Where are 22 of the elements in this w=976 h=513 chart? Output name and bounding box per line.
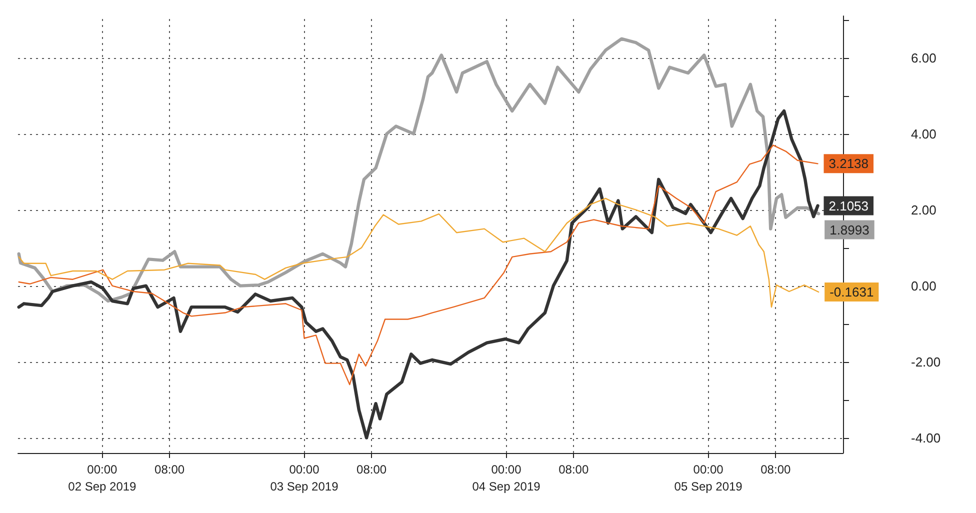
x-tick-label: 00:00 04 Sep 2019	[472, 462, 541, 494]
line-series	[17, 109, 820, 440]
x-tick-label: 08:00	[154, 462, 185, 476]
x-tick-label: 08:00	[760, 462, 791, 476]
y-tick-label: 6.00	[911, 50, 936, 66]
x-tick-label: 00:00 02 Sep 2019	[68, 462, 137, 494]
line-series	[18, 198, 820, 308]
data-label: 2.1053	[828, 198, 869, 214]
y-tick-label: 4.00	[911, 126, 936, 142]
line-series	[17, 37, 820, 303]
x-tick-label: 08:00	[558, 462, 589, 476]
y-tick-label: -2.00	[911, 354, 941, 370]
x-tick-label: 08:00	[356, 462, 387, 476]
x-tick-label: 00:00 03 Sep 2019	[270, 462, 339, 494]
line-series	[18, 144, 818, 386]
y-tick-label: 2.00	[911, 202, 936, 218]
data-label: -0.1631	[830, 284, 874, 300]
data-label: 3.2138	[828, 156, 869, 172]
x-tick-label: 00:00 05 Sep 2019	[674, 462, 743, 494]
data-label: 1.8993	[830, 222, 870, 238]
y-tick-label: 0.00	[911, 278, 936, 294]
y-tick-label: -4.00	[911, 430, 941, 446]
